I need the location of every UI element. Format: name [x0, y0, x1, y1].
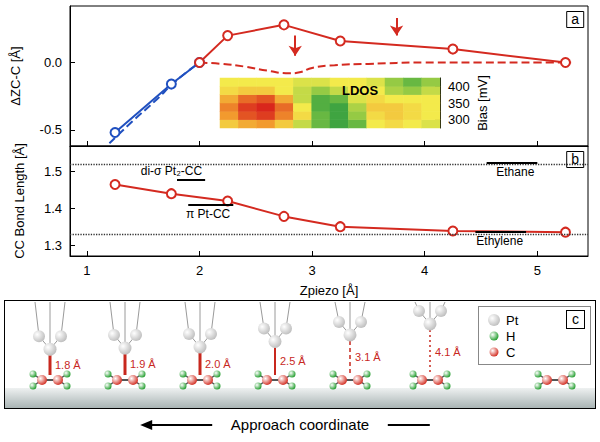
svg-text:Pt: Pt [506, 313, 519, 328]
svg-text:CC Bond Length [Å]: CC Bond Length [Å] [12, 143, 27, 259]
svg-text:di-σ Pt₂-CC: di-σ Pt₂-CC [141, 164, 203, 178]
svg-text:c: c [572, 311, 579, 327]
svg-text:3: 3 [308, 263, 315, 278]
svg-text:-0.5: -0.5 [40, 122, 62, 137]
svg-text:1.4: 1.4 [44, 201, 62, 216]
svg-text:4.1 Å: 4.1 Å [435, 346, 461, 358]
svg-text:1.5: 1.5 [44, 164, 62, 179]
svg-text:1.3: 1.3 [44, 238, 62, 253]
svg-text:H: H [506, 329, 515, 344]
svg-text:1.8 Å: 1.8 Å [55, 359, 81, 371]
svg-text:ΔZC-C [Å]: ΔZC-C [Å] [8, 46, 23, 105]
svg-text:Ethane: Ethane [496, 165, 534, 179]
svg-text:2: 2 [196, 263, 203, 278]
svg-text:400: 400 [448, 79, 470, 94]
svg-text:Approach coordinate: Approach coordinate [231, 416, 369, 433]
svg-text:Zpiezo [Å]: Zpiezo [Å] [300, 283, 359, 298]
svg-text:2.0 Å: 2.0 Å [205, 358, 231, 370]
svg-text:1.9 Å: 1.9 Å [130, 358, 156, 370]
svg-text:a: a [571, 11, 579, 27]
svg-text:LDOS: LDOS [342, 83, 378, 98]
svg-text:C: C [506, 345, 515, 360]
svg-text:0.0: 0.0 [44, 55, 62, 70]
svg-text:5: 5 [534, 263, 541, 278]
svg-text:b: b [571, 151, 579, 167]
svg-text:3.1 Å: 3.1 Å [355, 351, 381, 363]
svg-text:4: 4 [421, 263, 428, 278]
svg-text:Ethylene: Ethylene [476, 234, 523, 248]
svg-text:Bias [mV]: Bias [mV] [475, 75, 490, 131]
svg-text:350: 350 [448, 96, 470, 111]
svg-text:π Pt-CC: π Pt-CC [186, 207, 231, 221]
svg-text:1: 1 [83, 263, 90, 278]
svg-text:300: 300 [448, 112, 470, 127]
svg-text:2.5 Å: 2.5 Å [280, 355, 306, 367]
